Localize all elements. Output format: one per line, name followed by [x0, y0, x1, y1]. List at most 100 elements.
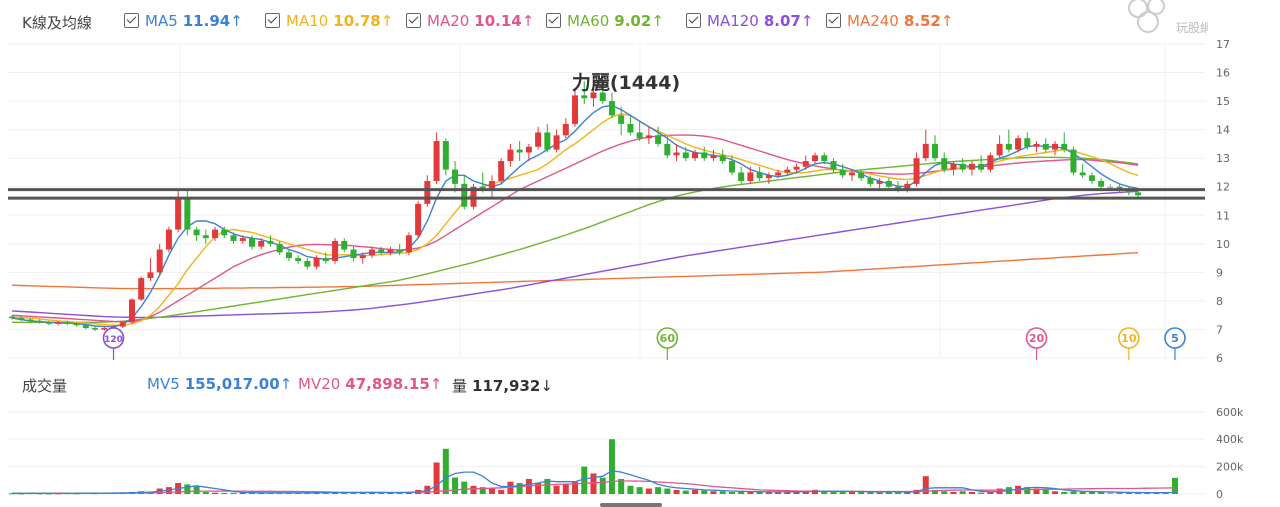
candle[interactable] — [138, 276, 145, 301]
candle[interactable] — [387, 246, 394, 256]
volume-bar[interactable] — [1042, 489, 1049, 494]
volume-bar[interactable] — [1051, 491, 1058, 494]
candle[interactable] — [701, 146, 708, 162]
candle[interactable] — [682, 146, 689, 162]
candle[interactable] — [1005, 129, 1012, 153]
volume-bar[interactable] — [673, 489, 680, 494]
volume-bar[interactable] — [627, 485, 634, 494]
volume-bar[interactable] — [433, 462, 440, 494]
volume-bar[interactable] — [692, 489, 699, 494]
candle[interactable] — [248, 235, 255, 250]
candle[interactable] — [941, 152, 948, 173]
candle[interactable] — [221, 226, 228, 239]
volume-bar[interactable] — [645, 488, 652, 494]
candle[interactable] — [858, 169, 865, 182]
volume-bar[interactable] — [738, 491, 745, 494]
candle[interactable] — [73, 322, 80, 327]
candle[interactable] — [442, 138, 449, 176]
candle[interactable] — [1061, 132, 1068, 153]
candle[interactable] — [193, 226, 200, 241]
candle[interactable] — [27, 318, 34, 323]
candle[interactable] — [184, 189, 191, 236]
volume-bar[interactable] — [18, 493, 25, 495]
legend-item-ma10[interactable]: MA10 10.78↑ — [265, 12, 393, 30]
volume-bar[interactable] — [424, 485, 431, 494]
volume-bar[interactable] — [581, 466, 588, 494]
volume-bar[interactable] — [636, 487, 643, 494]
candle[interactable] — [18, 316, 25, 321]
volume-bar[interactable] — [535, 483, 542, 494]
volume-bar[interactable] — [590, 473, 597, 494]
checkbox-ma60[interactable] — [546, 13, 561, 28]
volume-bar[interactable] — [544, 478, 551, 494]
volume-bar[interactable] — [922, 476, 929, 494]
candle[interactable] — [1051, 141, 1058, 156]
volume-bar[interactable] — [950, 491, 957, 494]
volume-bar[interactable] — [553, 485, 560, 494]
volume-bar[interactable] — [221, 492, 228, 494]
volume-bar[interactable] — [618, 478, 625, 494]
volume-bar[interactable] — [230, 492, 237, 494]
volume-bar[interactable] — [1079, 491, 1086, 494]
volume-bar[interactable] — [895, 491, 902, 494]
candle[interactable] — [765, 172, 772, 184]
candle[interactable] — [608, 92, 615, 119]
candle[interactable] — [64, 320, 71, 326]
candle[interactable] — [839, 163, 846, 179]
candle[interactable] — [350, 246, 357, 261]
volume-bar[interactable] — [248, 492, 255, 494]
volume-bar[interactable] — [1116, 492, 1123, 494]
candle[interactable] — [959, 158, 966, 173]
volume-bar[interactable] — [959, 491, 966, 494]
volume-bar[interactable] — [378, 492, 385, 494]
candle[interactable] — [812, 152, 819, 164]
candle[interactable] — [82, 323, 89, 330]
volume-bar[interactable] — [470, 485, 477, 494]
candle[interactable] — [276, 240, 283, 256]
candle[interactable] — [396, 243, 403, 256]
candle[interactable] — [784, 166, 791, 176]
volume-bar[interactable] — [258, 493, 265, 495]
candle[interactable] — [405, 232, 412, 256]
candle[interactable] — [738, 166, 745, 184]
candle[interactable] — [590, 86, 597, 107]
volume-bar[interactable] — [858, 491, 865, 494]
candle[interactable] — [1088, 172, 1095, 184]
candle[interactable] — [922, 129, 929, 162]
candle[interactable] — [544, 123, 551, 153]
volume-bar[interactable] — [295, 492, 302, 494]
candle[interactable] — [710, 149, 717, 162]
volume-bar[interactable] — [885, 491, 892, 494]
legend-item-ma20[interactable]: MA20 10.14↑ — [406, 12, 534, 30]
candle[interactable] — [553, 129, 560, 153]
checkbox-ma5[interactable] — [124, 13, 139, 28]
volume-bar[interactable] — [498, 489, 505, 494]
volume-bar[interactable] — [562, 484, 569, 494]
volume-bar[interactable] — [1024, 487, 1031, 494]
volume-bar[interactable] — [212, 492, 219, 494]
candle[interactable] — [562, 118, 569, 139]
volume-bar[interactable] — [359, 492, 366, 494]
volume-bar[interactable] — [350, 492, 357, 494]
candle[interactable] — [452, 161, 459, 193]
candle[interactable] — [368, 246, 375, 259]
volume-bar[interactable] — [516, 483, 523, 494]
volume-bar[interactable] — [1088, 491, 1095, 494]
candle[interactable] — [581, 81, 588, 104]
volume-bar[interactable] — [184, 484, 191, 494]
candle[interactable] — [55, 320, 62, 326]
volume-bar[interactable] — [572, 481, 579, 494]
candle[interactable] — [636, 121, 643, 142]
candle[interactable] — [719, 149, 726, 164]
volume-bar[interactable] — [784, 491, 791, 494]
volume-bar[interactable] — [655, 487, 662, 494]
volume-bar[interactable] — [368, 492, 375, 494]
candle[interactable] — [535, 126, 542, 150]
volume-bar[interactable] — [830, 491, 837, 494]
candle[interactable] — [830, 158, 837, 173]
volume-bar[interactable] — [1171, 477, 1178, 494]
candle[interactable] — [728, 155, 735, 176]
candle[interactable] — [1024, 132, 1031, 150]
volume-bar[interactable] — [867, 492, 874, 494]
candle[interactable] — [747, 166, 754, 184]
